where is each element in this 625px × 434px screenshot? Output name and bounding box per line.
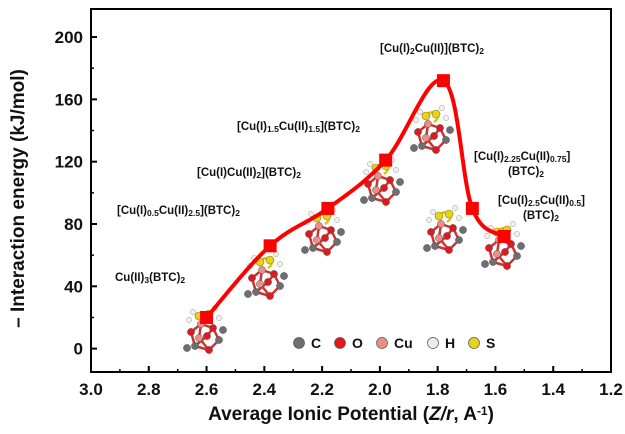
y-axis-title: – Interaction energy (kJ/mol) (8, 69, 29, 328)
x-tick-label: 1.6 (484, 380, 508, 399)
molecule-cluster-3 (301, 207, 345, 256)
data-point-1 (200, 310, 214, 324)
annotation-6: [Cu(I)2.25Cu(II)0.75] (474, 151, 571, 164)
molecule-cluster-5 (410, 105, 454, 154)
annotation-9: (BTC)2 (523, 210, 559, 223)
data-point-6 (465, 201, 479, 215)
x-tick-label: 1.4 (541, 380, 565, 399)
y-tick-label: 0 (74, 340, 83, 359)
annotation-1: Cu(II)3(BTC)2 (115, 272, 185, 285)
legend-label-s: S (486, 335, 495, 351)
annotation-5: [Cu(I)2Cu(II)](BTC)2 (380, 43, 484, 56)
x-tick-label: 3.0 (79, 380, 103, 399)
data-point-7 (497, 229, 511, 243)
y-tick-label: 160 (55, 90, 83, 109)
data-point-4 (379, 153, 393, 167)
y-tick-label: 200 (55, 28, 83, 47)
molecule-cluster-7 (481, 221, 525, 270)
x-tick-label: 2.8 (137, 380, 161, 399)
annotation-2: [Cu(I)0.5Cu(II)2.5](BTC)2 (117, 205, 240, 218)
legend-label-c: C (311, 335, 321, 351)
legend-label-o: O (352, 335, 363, 351)
y-tick-label: 40 (64, 277, 83, 296)
legend-swatch-o (334, 337, 346, 349)
molecule-cluster-2 (244, 251, 288, 300)
x-tick-label: 2.4 (253, 380, 277, 399)
x-tick-label: 2.6 (195, 380, 219, 399)
x-tick-label: 1.8 (426, 380, 450, 399)
legend-swatch-s (468, 337, 480, 349)
annotation-4: [Cu(I)1.5Cu(II)1.5](BTC)2 (237, 121, 360, 134)
legend-swatch-h (427, 337, 439, 349)
data-point-3 (321, 201, 335, 215)
y-tick-label: 80 (64, 215, 83, 234)
annotation-7: (BTC)2 (508, 166, 544, 179)
x-tick-label: 1.2 (599, 380, 623, 399)
annotation-3: [Cu(I)Cu(II)2](BTC)2 (197, 167, 301, 180)
legend-label-h: H (445, 335, 455, 351)
x-axis-title: Average Ionic Potential (Z/r, A-1) (208, 404, 494, 425)
y-tick-label: 120 (55, 153, 83, 172)
x-tick-label: 2.0 (368, 380, 392, 399)
annotation-8: [Cu(I)2.5Cu(II)0.5] (498, 195, 585, 208)
series-line (205, 78, 506, 319)
molecule-cluster-6 (423, 205, 467, 254)
legend-swatch-c (293, 337, 305, 349)
data-point-2 (263, 239, 277, 253)
legend-swatch-cu (376, 337, 388, 349)
data-point-5 (436, 74, 450, 88)
x-tick-label: 2.2 (310, 380, 334, 399)
legend-label-cu: Cu (394, 335, 413, 351)
